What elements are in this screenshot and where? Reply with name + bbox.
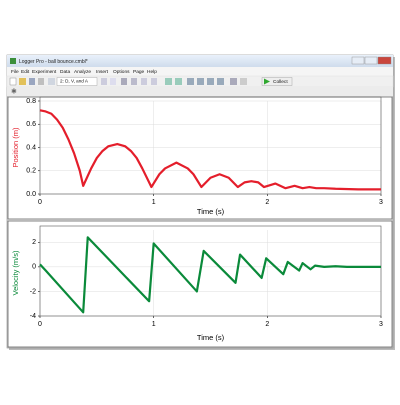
collect-icon	[264, 78, 270, 85]
page-dropdown[interactable]	[56, 77, 98, 86]
menu-item[interactable]: Insert	[96, 69, 109, 75]
y-tick-label: 2	[32, 239, 36, 246]
x-tick-label: 1	[152, 199, 156, 206]
y-axis-label: Position (m)	[11, 127, 20, 168]
tool[interactable]	[230, 78, 237, 85]
tool[interactable]	[240, 78, 247, 85]
app-icon	[10, 58, 16, 64]
y-axis-label: Velocity (m/s)	[11, 250, 20, 296]
tool[interactable]	[131, 78, 137, 85]
menu-item[interactable]: Help	[147, 69, 157, 75]
menu-item[interactable]: Options	[113, 69, 130, 75]
x-tick-label: 0	[38, 199, 42, 206]
tool[interactable]	[101, 78, 107, 85]
y-tick-label: 0.0	[26, 191, 36, 198]
tool[interactable]	[175, 78, 182, 85]
window-controls	[351, 56, 392, 65]
new-icon[interactable]	[9, 77, 17, 86]
tool[interactable]	[165, 78, 172, 85]
close[interactable]	[377, 56, 392, 65]
tool[interactable]	[217, 78, 224, 85]
y-tick-label: 0.6	[26, 121, 36, 128]
x-tick-label: 1	[152, 321, 156, 328]
tool[interactable]	[187, 78, 194, 85]
tool-icons	[101, 78, 247, 85]
x-tick-label: 2	[265, 199, 269, 206]
y-tick-label: 0	[32, 264, 36, 271]
maximize[interactable]	[364, 56, 378, 65]
collect-button[interactable]	[261, 77, 293, 86]
y-tick-label: 0.4	[26, 144, 36, 151]
x-tick-label: 2	[265, 321, 269, 328]
window-title: Logger Pro - ball bounce.cmbl*	[19, 59, 88, 65]
menu-bar	[7, 67, 393, 76]
y-tick-label: -4	[30, 313, 36, 320]
star-icon[interactable]: ✱	[11, 87, 17, 95]
tool[interactable]	[197, 78, 204, 85]
tool[interactable]	[151, 78, 157, 85]
tool[interactable]	[121, 78, 127, 85]
x-axis-label: Time (s)	[197, 207, 225, 216]
tool[interactable]	[141, 78, 147, 85]
data-line	[39, 109, 381, 191]
sub-toolbar	[7, 87, 393, 96]
toolbar-icons	[9, 77, 55, 86]
x-tick-label: 3	[379, 199, 383, 206]
tool[interactable]	[110, 78, 116, 85]
page-dropdown-label: 2: D, V, and A	[60, 79, 89, 84]
plot-frame	[39, 225, 382, 317]
tool[interactable]	[207, 78, 214, 85]
open-icon[interactable]	[19, 78, 26, 85]
menu-item[interactable]: Experiment	[32, 69, 57, 75]
minimize[interactable]	[351, 56, 365, 65]
collect-label: Collect	[273, 79, 288, 85]
menu-item[interactable]: Page	[133, 69, 145, 75]
menu-item[interactable]: Data	[60, 69, 70, 75]
menu: File Edit Experiment Data Analyze Insert Optio…	[11, 69, 157, 75]
y-tick-label: 0.2	[26, 168, 36, 175]
data-line	[39, 236, 381, 314]
menu-item[interactable]: File	[11, 69, 19, 75]
graph-panel	[7, 96, 393, 220]
menu-item[interactable]: Edit	[21, 69, 30, 75]
x-axis-label: Time (s)	[197, 333, 225, 342]
page-icon[interactable]	[48, 78, 55, 85]
print-icon[interactable]	[38, 78, 44, 85]
x-tick-label: 3	[379, 321, 383, 328]
y-tick-label: 0.8	[26, 98, 36, 105]
title-bar	[7, 55, 393, 67]
x-tick-label: 0	[38, 321, 42, 328]
menu-item[interactable]: Analyze	[74, 69, 91, 75]
plot-frame	[39, 96, 382, 195]
y-tick-label: -2	[30, 288, 36, 295]
save-icon[interactable]	[29, 78, 35, 85]
graph-panel	[7, 220, 393, 348]
